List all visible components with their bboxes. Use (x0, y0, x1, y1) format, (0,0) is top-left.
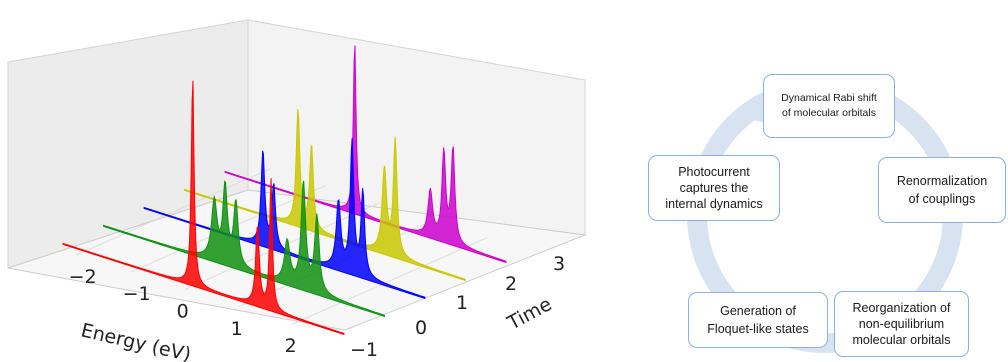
energy-tick-label: 0 (177, 301, 189, 323)
waterfall-chart: −2 −1 0 1 2 −1 0 1 2 3 Energy (eV) Time (7, 19, 587, 362)
time-tick-label: 1 (456, 292, 468, 314)
time-tick-label: −1 (350, 339, 378, 361)
step-line: Renormalization (896, 173, 988, 188)
spectrum-series-t0 (62, 80, 345, 336)
time-tick-label: 2 (505, 273, 517, 295)
step-line: internal dynamics (665, 197, 763, 212)
spectra-series (62, 45, 507, 336)
x-axis-label: Energy (eV) (79, 319, 193, 362)
step-dynamical-rabi-shift: Dynamical Rabi shift of molecular orbita… (763, 74, 895, 138)
step-line: non-equilibrium (858, 316, 945, 331)
energy-tick-label: 1 (231, 318, 243, 340)
step-line: of molecular orbitals (782, 107, 876, 119)
step-line: captures the (679, 180, 749, 195)
step-line: Photocurrent (678, 164, 750, 179)
grid-line-energy-0 (76, 168, 272, 256)
y-axis-label: Time (503, 293, 555, 335)
time-tick-label: 0 (415, 317, 427, 339)
spectrum-series-t1 (103, 180, 385, 318)
step-photocurrent: Photocurrent captures the internal dynam… (648, 155, 780, 221)
step-reorganization: Reorganization of non-equilibrium molecu… (834, 291, 969, 357)
step-line: Dynamical Rabi shift (781, 91, 877, 104)
cycle-diagram: Dynamical Rabi shift of molecular orbita… (600, 0, 1008, 362)
energy-tick-labels: −2 −1 0 1 2 (69, 266, 297, 357)
step-renormalization: Renormalization of couplings (878, 157, 1006, 223)
energy-tick-label: −1 (123, 283, 151, 305)
spectrum-series-t3 (184, 109, 466, 282)
step-line: molecular orbitals (852, 333, 951, 348)
energy-tick-label: 2 (285, 335, 297, 357)
grid-line-energy-4 (292, 237, 488, 325)
step-line: Floquet-like states (707, 322, 809, 336)
step-line: Generation of (720, 303, 796, 318)
step-line: of couplings (908, 192, 976, 206)
time-tick-labels: −1 0 1 2 3 (350, 253, 565, 361)
energy-tick-label: −2 (69, 266, 97, 288)
step-line: Reorganization of (852, 300, 951, 315)
time-tick-label: 3 (553, 253, 565, 275)
step-floquet-states: Generation of Floquet-like states (688, 292, 828, 348)
